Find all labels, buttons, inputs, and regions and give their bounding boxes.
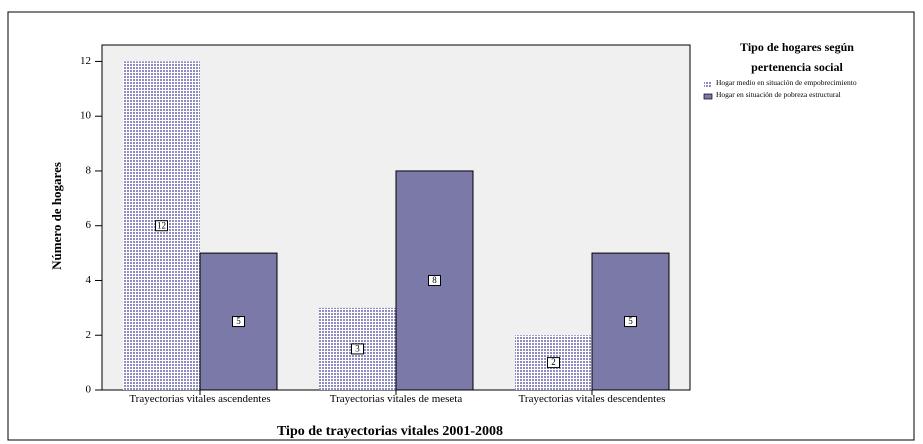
y-tick-label: 0 — [86, 384, 92, 396]
value-label-box — [351, 343, 364, 355]
value-label: 5 — [236, 316, 241, 326]
y-tick-label: 10 — [80, 110, 92, 122]
value-label-box — [232, 316, 245, 328]
value-label: 8 — [432, 275, 437, 285]
frame — [7, 11, 915, 441]
y-tick-label: 6 — [86, 219, 92, 231]
value-label-box — [624, 316, 637, 328]
legend-label: Hogar en situación de pobreza estructura… — [716, 90, 841, 99]
value-label-box — [428, 274, 441, 286]
y-tick-label: 12 — [80, 55, 91, 67]
value-label: 3 — [355, 343, 360, 353]
x-tick-label: Trayectorias vitales de meseta — [329, 393, 463, 405]
value-label-box — [155, 220, 168, 232]
value-label: 12 — [157, 220, 166, 230]
legend-swatch — [704, 82, 712, 87]
y-tick-label: 2 — [86, 329, 92, 341]
x-tick-label: Trayectorias vitales descendentes — [518, 393, 666, 405]
x-tick-label: Trayectorias vitales ascendentes — [129, 393, 271, 405]
y-axis-title: Número de hogares — [49, 162, 64, 270]
value-label: 5 — [628, 316, 633, 326]
y-tick-label: 8 — [86, 164, 92, 176]
legend-label: Hogar medio en situación de empobrecimie… — [716, 78, 857, 87]
value-label-box — [547, 357, 560, 369]
legend-swatch — [703, 93, 713, 100]
legend-title: Tipo de hogares según — [740, 40, 854, 54]
x-axis-title: Tipo de trayectorias vitales 2001-2008 — [277, 424, 503, 439]
legend-title: pertenencia social — [751, 60, 843, 74]
y-tick-label: 4 — [86, 274, 92, 286]
value-label: 2 — [551, 357, 556, 367]
